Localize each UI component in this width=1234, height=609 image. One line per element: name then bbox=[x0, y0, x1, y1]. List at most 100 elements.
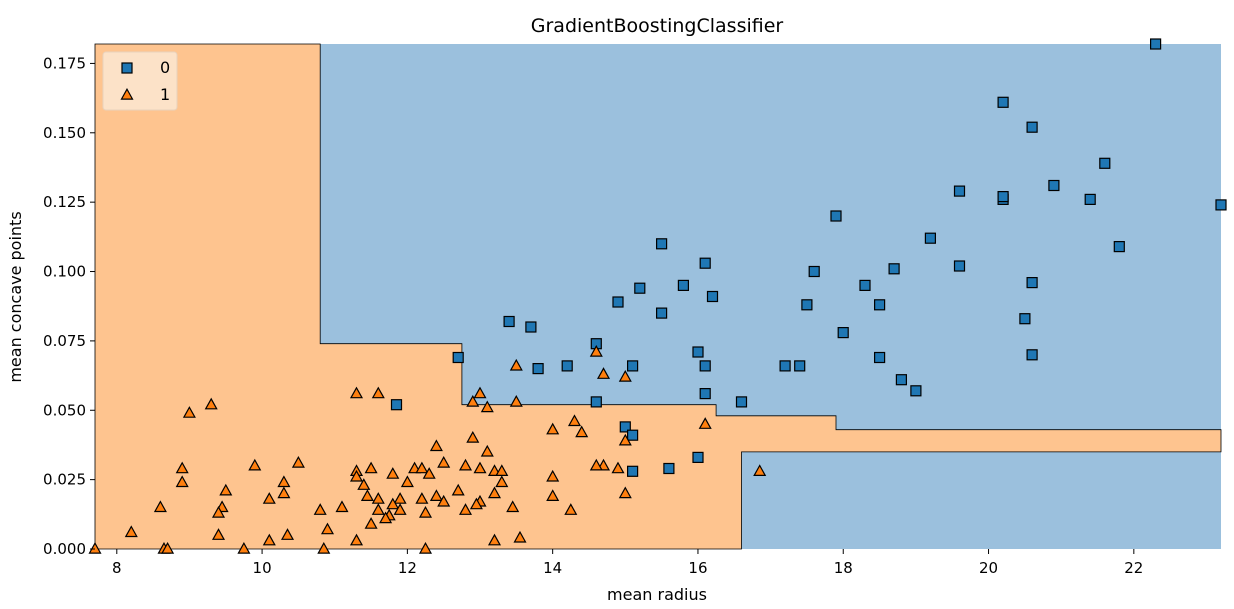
point-class-1 bbox=[546, 489, 560, 501]
y-tick-label: 0.025 bbox=[43, 471, 86, 489]
point-class-0 bbox=[626, 465, 639, 477]
point-class-1 bbox=[422, 467, 436, 479]
point-class-1 bbox=[313, 503, 327, 515]
y-tick-label: 0.175 bbox=[43, 54, 86, 72]
x-axis: 8 10 12 14 16 18 20 22 bbox=[112, 549, 1143, 577]
point-class-0 bbox=[634, 282, 646, 294]
point-class-0 bbox=[859, 279, 871, 291]
legend: 01 bbox=[102, 51, 178, 111]
point-class-0 bbox=[1113, 241, 1125, 253]
point-class-0 bbox=[873, 299, 886, 311]
point-class-1 bbox=[618, 433, 632, 446]
point-class-1 bbox=[451, 483, 465, 496]
point-class-0 bbox=[619, 421, 631, 433]
point-class-1 bbox=[349, 386, 364, 399]
point-class-0 bbox=[655, 238, 668, 250]
point-class-1 bbox=[248, 458, 262, 471]
point-class-0 bbox=[1215, 199, 1227, 211]
point-class-0 bbox=[699, 360, 711, 372]
point-class-1 bbox=[161, 541, 175, 554]
point-class-1 bbox=[386, 467, 400, 479]
point-class-1 bbox=[211, 505, 226, 518]
point-class-1 bbox=[473, 461, 487, 474]
legend-marker-0 bbox=[121, 62, 133, 74]
point-class-0 bbox=[910, 385, 922, 397]
point-class-0 bbox=[590, 396, 602, 408]
point-class-1 bbox=[418, 505, 433, 518]
point-class-0 bbox=[677, 279, 690, 291]
y-tick-label: 0.150 bbox=[43, 124, 86, 142]
point-class-1 bbox=[175, 461, 189, 474]
point-class-1 bbox=[379, 511, 393, 524]
point-class-1 bbox=[360, 489, 374, 501]
legend-label: 1 bbox=[160, 85, 170, 104]
point-class-0 bbox=[1084, 193, 1096, 205]
point-class-0 bbox=[873, 351, 886, 364]
point-class-1 bbox=[349, 533, 364, 546]
point-class-0 bbox=[808, 265, 820, 278]
point-class-1 bbox=[291, 455, 305, 468]
point-class-0 bbox=[924, 232, 937, 244]
point-class-1 bbox=[262, 492, 276, 504]
point-class-1 bbox=[182, 406, 196, 418]
y-tick-label: 0.000 bbox=[43, 540, 86, 558]
point-class-0 bbox=[663, 462, 675, 475]
x-tick-label: 18 bbox=[834, 559, 853, 577]
point-class-1 bbox=[124, 525, 138, 538]
x-tick-label: 8 bbox=[112, 559, 122, 577]
point-class-1 bbox=[509, 394, 523, 407]
point-class-1 bbox=[589, 458, 603, 471]
point-class-1 bbox=[262, 533, 276, 546]
decision-regions bbox=[94, 43, 1222, 550]
point-class-1 bbox=[596, 367, 611, 379]
point-class-1 bbox=[487, 486, 502, 499]
point-class-0 bbox=[779, 360, 791, 372]
point-class-0 bbox=[1099, 157, 1111, 169]
chart-title: GradientBoostingClassifier bbox=[531, 15, 784, 37]
point-class-1 bbox=[364, 461, 378, 474]
point-class-0 bbox=[1026, 121, 1038, 133]
point-class-0 bbox=[503, 315, 515, 328]
point-class-1 bbox=[88, 541, 102, 554]
point-class-1 bbox=[575, 425, 589, 438]
y-tick-label: 0.125 bbox=[43, 193, 86, 211]
point-class-0 bbox=[837, 327, 849, 339]
point-class-1 bbox=[357, 478, 371, 490]
point-class-1 bbox=[513, 530, 527, 543]
point-class-0 bbox=[626, 429, 639, 441]
point-class-1 bbox=[589, 344, 603, 357]
point-class-1 bbox=[618, 486, 632, 499]
point-class-1 bbox=[175, 475, 189, 488]
y-tick-label: 0.075 bbox=[43, 332, 86, 350]
point-class-0 bbox=[1048, 179, 1060, 192]
point-class-1 bbox=[349, 469, 364, 482]
point-class-0 bbox=[655, 307, 668, 319]
point-class-1 bbox=[458, 503, 473, 515]
point-class-1 bbox=[753, 464, 767, 476]
point-class-0 bbox=[699, 257, 711, 269]
point-class-0 bbox=[1026, 277, 1038, 289]
point-class-0 bbox=[390, 399, 403, 411]
point-class-0 bbox=[953, 260, 966, 272]
point-class-1 bbox=[204, 397, 218, 410]
point-class-1 bbox=[335, 500, 349, 513]
point-class-1 bbox=[495, 475, 509, 488]
point-class-1 bbox=[277, 486, 291, 499]
x-tick-label: 14 bbox=[543, 559, 562, 577]
point-class-0 bbox=[561, 360, 573, 372]
point-class-1 bbox=[480, 444, 494, 457]
point-class-0 bbox=[1149, 38, 1162, 50]
point-class-0 bbox=[888, 263, 900, 275]
point-class-0 bbox=[452, 351, 464, 364]
point-class-1 bbox=[567, 414, 582, 427]
point-class-1 bbox=[487, 533, 502, 546]
point-class-1 bbox=[466, 430, 480, 443]
legend-label: 0 bbox=[160, 58, 170, 77]
point-class-1 bbox=[418, 541, 433, 554]
point-class-0 bbox=[895, 374, 908, 386]
point-class-1 bbox=[386, 497, 400, 510]
point-class-1 bbox=[546, 422, 560, 435]
point-class-1 bbox=[437, 455, 451, 468]
point-class-1 bbox=[509, 358, 523, 371]
